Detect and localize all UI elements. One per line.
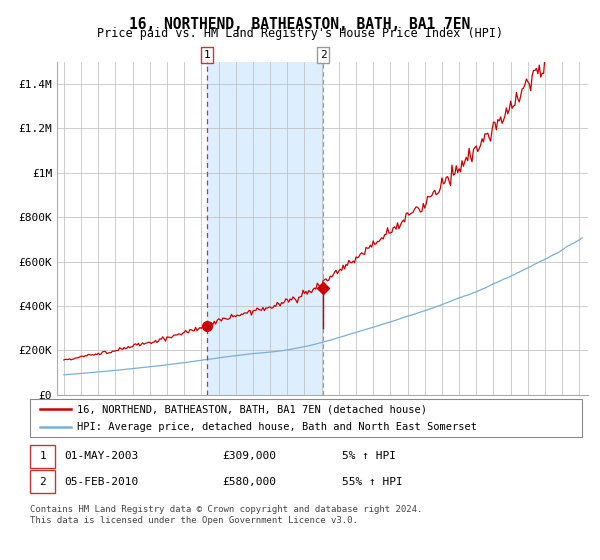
Text: Contains HM Land Registry data © Crown copyright and database right 2024.
This d: Contains HM Land Registry data © Crown c… <box>30 505 422 525</box>
Text: 1: 1 <box>39 451 46 461</box>
Text: 2: 2 <box>320 50 326 60</box>
Text: 55% ↑ HPI: 55% ↑ HPI <box>342 477 403 487</box>
Text: 16, NORTHEND, BATHEASTON, BATH, BA1 7EN: 16, NORTHEND, BATHEASTON, BATH, BA1 7EN <box>130 17 470 32</box>
Text: HPI: Average price, detached house, Bath and North East Somerset: HPI: Average price, detached house, Bath… <box>77 422 477 432</box>
Text: 05-FEB-2010: 05-FEB-2010 <box>64 477 139 487</box>
Text: 16, NORTHEND, BATHEASTON, BATH, BA1 7EN (detached house): 16, NORTHEND, BATHEASTON, BATH, BA1 7EN … <box>77 404 427 414</box>
FancyBboxPatch shape <box>30 399 582 437</box>
Text: Price paid vs. HM Land Registry's House Price Index (HPI): Price paid vs. HM Land Registry's House … <box>97 27 503 40</box>
Bar <box>207 62 323 395</box>
Text: £309,000: £309,000 <box>222 451 276 461</box>
Text: 01-MAY-2003: 01-MAY-2003 <box>64 451 139 461</box>
Text: £580,000: £580,000 <box>222 477 276 487</box>
Text: 5% ↑ HPI: 5% ↑ HPI <box>342 451 396 461</box>
Text: 2: 2 <box>39 477 46 487</box>
Text: 1: 1 <box>203 50 211 60</box>
